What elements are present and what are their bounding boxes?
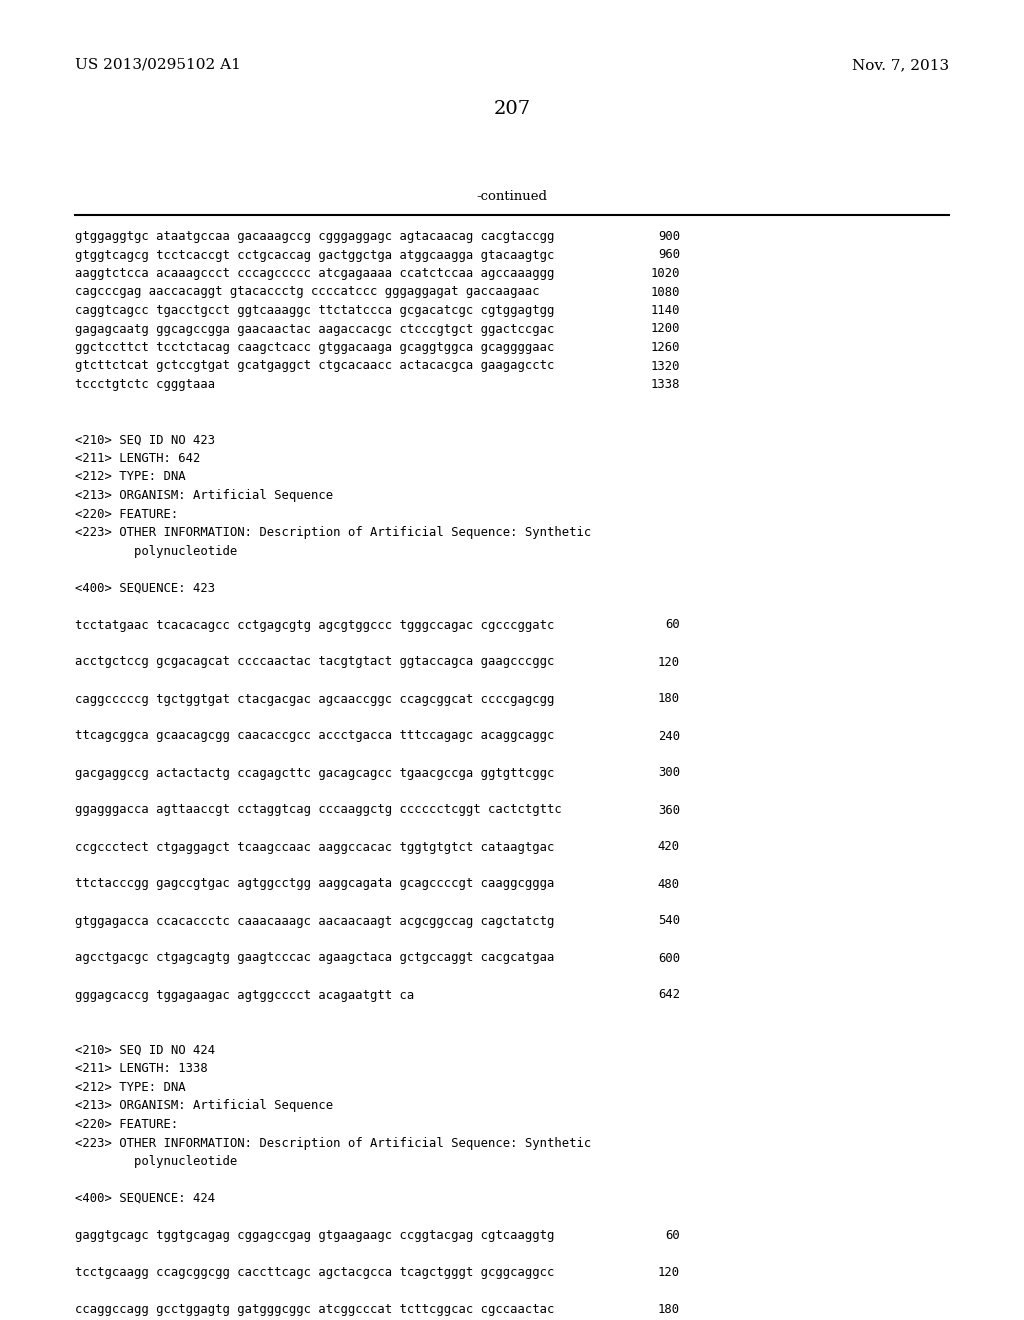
Text: polynucleotide: polynucleotide — [75, 544, 238, 557]
Text: <212> TYPE: DNA: <212> TYPE: DNA — [75, 470, 185, 483]
Text: ggagggacca agttaaccgt cctaggtcag cccaaggctg cccccctcggt cactctgttc: ggagggacca agttaaccgt cctaggtcag cccaagg… — [75, 804, 562, 817]
Text: gtcttctcat gctccgtgat gcatgaggct ctgcacaacc actacacgca gaagagcctc: gtcttctcat gctccgtgat gcatgaggct ctgcaca… — [75, 359, 554, 372]
Text: US 2013/0295102 A1: US 2013/0295102 A1 — [75, 58, 241, 73]
Text: Nov. 7, 2013: Nov. 7, 2013 — [852, 58, 949, 73]
Text: 1260: 1260 — [650, 341, 680, 354]
Text: polynucleotide: polynucleotide — [75, 1155, 238, 1168]
Text: 360: 360 — [657, 804, 680, 817]
Text: ccaggccagg gcctggagtg gatgggcggc atcggcccat tcttcggcac cgccaactac: ccaggccagg gcctggagtg gatgggcggc atcggcc… — [75, 1303, 554, 1316]
Text: 180: 180 — [657, 693, 680, 705]
Text: 207: 207 — [494, 100, 530, 117]
Text: 1020: 1020 — [650, 267, 680, 280]
Text: 480: 480 — [657, 878, 680, 891]
Text: 540: 540 — [657, 915, 680, 928]
Text: gaggtgcagc tggtgcagag cggagccgag gtgaagaagc ccggtacgag cgtcaaggtg: gaggtgcagc tggtgcagag cggagccgag gtgaaga… — [75, 1229, 554, 1242]
Text: 180: 180 — [657, 1303, 680, 1316]
Text: 120: 120 — [657, 656, 680, 668]
Text: <223> OTHER INFORMATION: Description of Artificial Sequence: Synthetic: <223> OTHER INFORMATION: Description of … — [75, 525, 591, 539]
Text: gtggtcagcg tcctcaccgt cctgcaccag gactggctga atggcaagga gtacaagtgc: gtggtcagcg tcctcaccgt cctgcaccag gactggc… — [75, 248, 554, 261]
Text: <400> SEQUENCE: 423: <400> SEQUENCE: 423 — [75, 582, 215, 594]
Text: tcctgcaagg ccagcggcgg caccttcagc agctacgcca tcagctgggt gcggcaggcc: tcctgcaagg ccagcggcgg caccttcagc agctacg… — [75, 1266, 554, 1279]
Text: <212> TYPE: DNA: <212> TYPE: DNA — [75, 1081, 185, 1094]
Text: caggcccccg tgctggtgat ctacgacgac agcaaccggc ccagcggcat ccccgagcgg: caggcccccg tgctggtgat ctacgacgac agcaacc… — [75, 693, 554, 705]
Text: 900: 900 — [657, 230, 680, 243]
Text: <220> FEATURE:: <220> FEATURE: — [75, 1118, 178, 1131]
Text: <210> SEQ ID NO 423: <210> SEQ ID NO 423 — [75, 433, 215, 446]
Text: tcctatgaac tcacacagcc cctgagcgtg agcgtggccc tgggccagac cgcccggatc: tcctatgaac tcacacagcc cctgagcgtg agcgtgg… — [75, 619, 554, 631]
Text: 60: 60 — [666, 1229, 680, 1242]
Text: gggagcaccg tggagaagac agtggcccct acagaatgtt ca: gggagcaccg tggagaagac agtggcccct acagaat… — [75, 989, 415, 1002]
Text: 60: 60 — [666, 619, 680, 631]
Text: cagcccgag aaccacaggt gtacaccctg ccccatccc gggaggagat gaccaagaac: cagcccgag aaccacaggt gtacaccctg ccccatcc… — [75, 285, 540, 298]
Text: <400> SEQUENCE: 424: <400> SEQUENCE: 424 — [75, 1192, 215, 1205]
Text: agcctgacgc ctgagcagtg gaagtcccac agaagctaca gctgccaggt cacgcatgaa: agcctgacgc ctgagcagtg gaagtcccac agaagct… — [75, 952, 554, 965]
Text: ggctccttct tcctctacag caagctcacc gtggacaaga gcaggtggca gcaggggaac: ggctccttct tcctctacag caagctcacc gtggaca… — [75, 341, 554, 354]
Text: <213> ORGANISM: Artificial Sequence: <213> ORGANISM: Artificial Sequence — [75, 1100, 333, 1113]
Text: 420: 420 — [657, 841, 680, 854]
Text: 642: 642 — [657, 989, 680, 1002]
Text: <213> ORGANISM: Artificial Sequence: <213> ORGANISM: Artificial Sequence — [75, 488, 333, 502]
Text: 120: 120 — [657, 1266, 680, 1279]
Text: gagagcaatg ggcagccgga gaacaactac aagaccacgc ctcccgtgct ggactccgac: gagagcaatg ggcagccgga gaacaactac aagacca… — [75, 322, 554, 335]
Text: -continued: -continued — [476, 190, 548, 203]
Text: <223> OTHER INFORMATION: Description of Artificial Sequence: Synthetic: <223> OTHER INFORMATION: Description of … — [75, 1137, 591, 1150]
Text: gtggagacca ccacaccctc caaacaaagc aacaacaagt acgcggccag cagctatctg: gtggagacca ccacaccctc caaacaaagc aacaaca… — [75, 915, 554, 928]
Text: 600: 600 — [657, 952, 680, 965]
Text: 1140: 1140 — [650, 304, 680, 317]
Text: gtggaggtgc ataatgccaa gacaaagccg cgggaggagc agtacaacag cacgtaccgg: gtggaggtgc ataatgccaa gacaaagccg cgggagg… — [75, 230, 554, 243]
Text: ccgccctect ctgaggagct tcaagccaac aaggccacac tggtgtgtct cataagtgac: ccgccctect ctgaggagct tcaagccaac aaggcca… — [75, 841, 554, 854]
Text: tccctgtctc cgggtaaa: tccctgtctc cgggtaaa — [75, 378, 215, 391]
Text: <211> LENGTH: 1338: <211> LENGTH: 1338 — [75, 1063, 208, 1076]
Text: 1320: 1320 — [650, 359, 680, 372]
Text: ttcagcggca gcaacagcgg caacaccgcc accctgacca tttccagagc acaggcaggc: ttcagcggca gcaacagcgg caacaccgcc accctga… — [75, 730, 554, 742]
Text: <211> LENGTH: 642: <211> LENGTH: 642 — [75, 451, 201, 465]
Text: acctgctccg gcgacagcat ccccaactac tacgtgtact ggtaccagca gaagcccggc: acctgctccg gcgacagcat ccccaactac tacgtgt… — [75, 656, 554, 668]
Text: 1200: 1200 — [650, 322, 680, 335]
Text: 1338: 1338 — [650, 378, 680, 391]
Text: gacgaggccg actactactg ccagagcttc gacagcagcc tgaacgccga ggtgttcggc: gacgaggccg actactactg ccagagcttc gacagca… — [75, 767, 554, 780]
Text: 1080: 1080 — [650, 285, 680, 298]
Text: ttctacccgg gagccgtgac agtggcctgg aaggcagata gcagccccgt caaggcggga: ttctacccgg gagccgtgac agtggcctgg aaggcag… — [75, 878, 554, 891]
Text: caggtcagcc tgacctgcct ggtcaaaggc ttctatccca gcgacatcgc cgtggagtgg: caggtcagcc tgacctgcct ggtcaaaggc ttctatc… — [75, 304, 554, 317]
Text: 300: 300 — [657, 767, 680, 780]
Text: 240: 240 — [657, 730, 680, 742]
Text: 960: 960 — [657, 248, 680, 261]
Text: aaggtctcca acaaagccct cccagccccc atcgagaaaa ccatctccaa agccaaaggg: aaggtctcca acaaagccct cccagccccc atcgaga… — [75, 267, 554, 280]
Text: <220> FEATURE:: <220> FEATURE: — [75, 507, 178, 520]
Text: <210> SEQ ID NO 424: <210> SEQ ID NO 424 — [75, 1044, 215, 1057]
